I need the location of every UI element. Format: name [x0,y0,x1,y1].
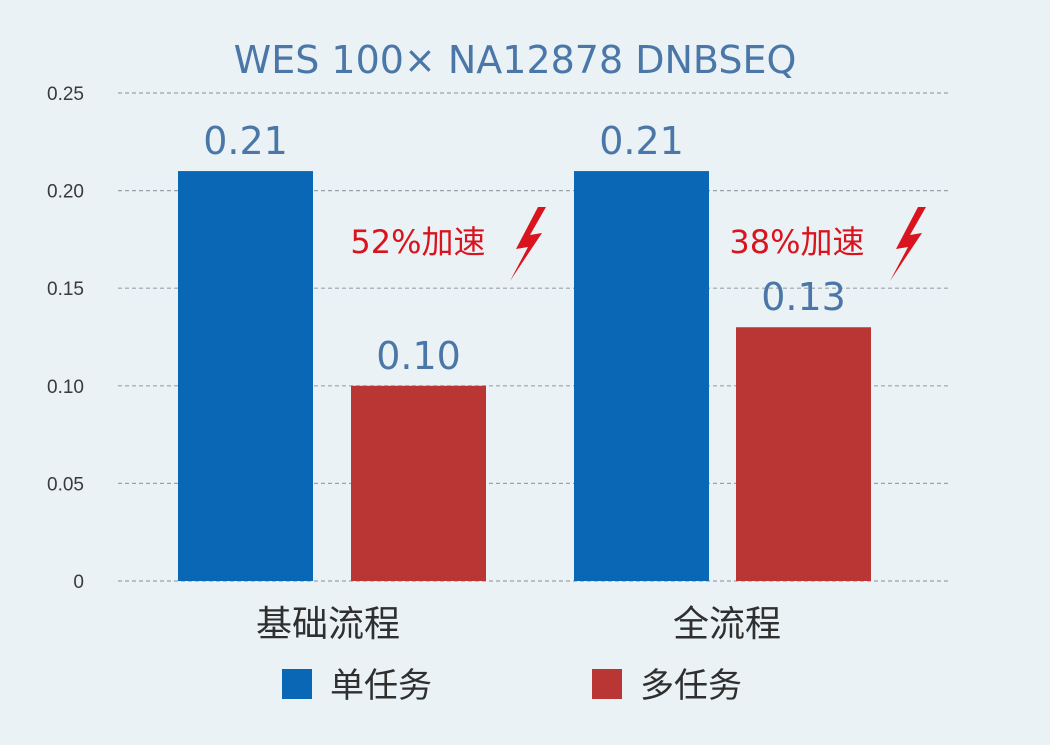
legend-swatch-1 [592,669,622,699]
y-tick-label: 0.20 [47,182,84,203]
speedup-annotation: 52%加速 [350,223,485,261]
bar-single-0 [178,171,313,581]
x-category-label: 基础流程 [256,604,400,645]
chart-title: WES 100× NA12878 DNBSEQ [234,38,797,82]
y-tick-label: 0.15 [47,279,84,300]
bar-multi-1 [736,327,871,581]
bar-multi-0 [351,385,486,581]
y-tick-label: 0.10 [47,377,84,398]
data-label: 0.13 [761,275,846,319]
legend-label: 多任务 [640,666,742,706]
legend-swatch-0 [282,669,312,699]
legend-label: 单任务 [330,666,432,706]
data-label: 0.21 [599,119,684,163]
data-label: 0.10 [376,334,461,378]
y-tick-label: 0.05 [47,474,84,495]
y-tick-label: 0.25 [47,84,84,105]
data-label: 0.21 [203,119,288,163]
y-tick-label: 0 [73,572,84,593]
x-category-label: 全流程 [673,604,781,645]
lightning-icon [890,207,926,281]
bar-single-1 [574,171,709,581]
speedup-annotation: 38%加速 [729,223,864,261]
lightning-icon [510,207,546,281]
